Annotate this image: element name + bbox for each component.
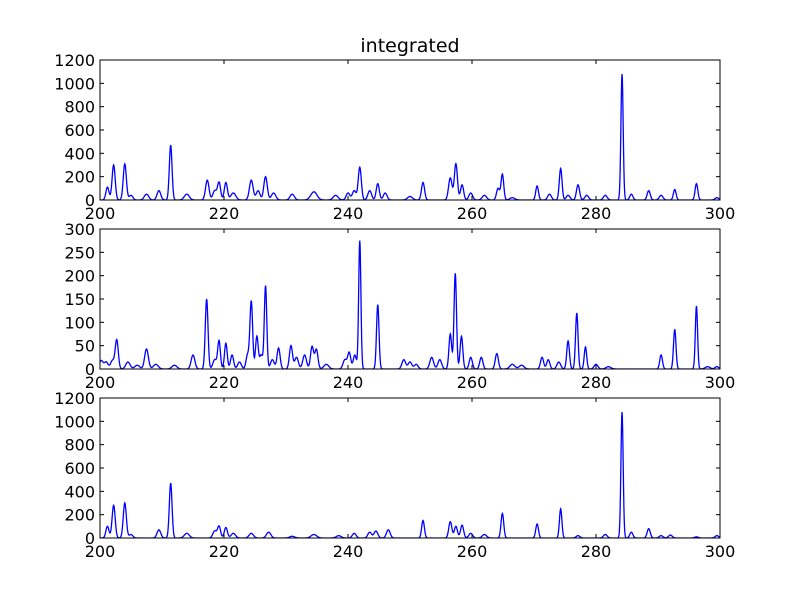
x-tick-label: 300 — [705, 542, 736, 561]
x-tick-label: 240 — [333, 204, 364, 223]
x-tick-label: 280 — [581, 373, 612, 392]
subplots: 200 220 240 260 280 300020040060080010001200i… — [54, 35, 735, 561]
x-tick-label: 260 — [457, 204, 488, 223]
y-tick-label: 100 — [64, 313, 95, 332]
x-tick-label: 280 — [581, 204, 612, 223]
subplot-1: 200 220 240 260 280 300020040060080010001200i… — [54, 35, 735, 223]
y-tick-label: 800 — [64, 98, 95, 117]
x-tick-label: 260 — [457, 542, 488, 561]
y-tick-label: 0 — [85, 191, 95, 210]
x-tick-label: 280 — [581, 542, 612, 561]
x-tick-label: 200 — [85, 373, 116, 392]
x-tick-label: 220 — [209, 204, 240, 223]
x-tick-label: 240 — [333, 373, 364, 392]
subplot-2: 200 220 240 260 280 300 0 50 100 150 200 250 300 — [64, 220, 735, 392]
y-tick-label: 1200 — [54, 51, 95, 70]
x-tick-label: 300 — [705, 204, 736, 223]
y-tick-label: 800 — [64, 436, 95, 455]
y-tick-label: 250 — [64, 243, 95, 262]
y-tick-label: 600 — [64, 459, 95, 478]
y-tick-label: 1000 — [54, 74, 95, 93]
y-tick-label: 600 — [64, 121, 95, 140]
y-tick-label: 150 — [64, 290, 95, 309]
x-tick-label: 220 — [209, 373, 240, 392]
y-tick-label: 200 — [64, 506, 95, 525]
x-tick-label: 240 — [333, 542, 364, 561]
y-tick-label: 400 — [64, 144, 95, 163]
y-tick-label: 0 — [85, 529, 95, 548]
series-line-1-1 — [100, 73, 720, 200]
x-tick-label: 200 — [85, 204, 116, 223]
y-tick-label: 1200 — [54, 389, 95, 408]
y-tick-label: 200 — [64, 168, 95, 187]
x-tick-label: 200 — [85, 542, 116, 561]
y-tick-label: 1000 — [54, 412, 95, 431]
chart-title: integrated — [360, 35, 459, 57]
y-tick-label: 300 — [64, 220, 95, 239]
x-tick-label: 260 — [457, 373, 488, 392]
y-tick-label: 50 — [75, 337, 95, 356]
x-tick-label: 300 — [705, 373, 736, 392]
y-tick-label: 200 — [64, 267, 95, 286]
y-tick-label: 0 — [85, 360, 95, 379]
y-tick-label: 400 — [64, 482, 95, 501]
x-tick-label: 220 — [209, 542, 240, 561]
